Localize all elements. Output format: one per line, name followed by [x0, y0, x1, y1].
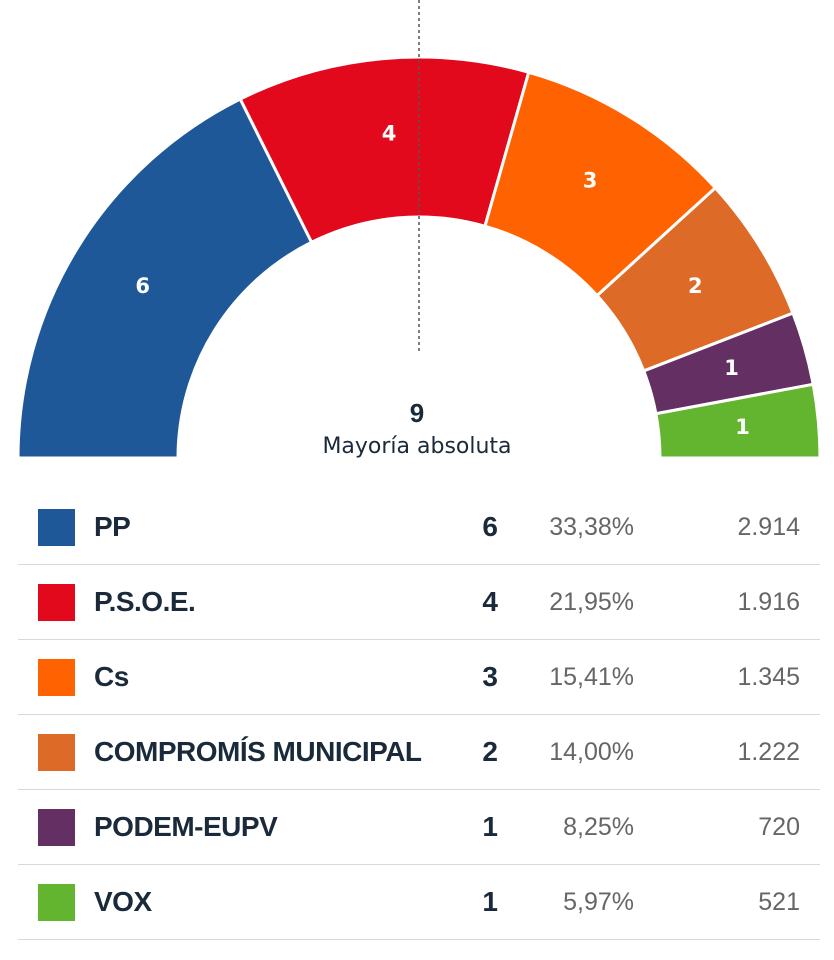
- segment-label: 2: [688, 274, 703, 298]
- vote-count: 521: [758, 888, 800, 916]
- seat-count: 4: [482, 586, 498, 617]
- color-swatch: [38, 884, 75, 921]
- seat-count: 6: [482, 511, 498, 542]
- vote-percentage: 21,95%: [549, 588, 634, 616]
- seat-count: 1: [482, 886, 498, 917]
- party-name: Cs: [94, 661, 129, 692]
- party-name: COMPROMÍS MUNICIPAL: [94, 736, 422, 767]
- vote-count: 2.914: [737, 513, 800, 541]
- segment-label: 1: [735, 415, 750, 439]
- color-swatch: [38, 659, 75, 696]
- vote-count: 1.916: [737, 588, 800, 616]
- segment-label: 1: [724, 356, 739, 380]
- seat-segment: [16, 97, 314, 460]
- vote-count: 1.222: [737, 738, 800, 766]
- results-legend: PP 6 33,38% 2.914 P.S.O.E. 4 21,95% 1.91…: [18, 490, 820, 940]
- vote-percentage: 8,25%: [563, 813, 634, 841]
- legend-row: VOX 1 5,97% 521: [18, 865, 820, 940]
- seat-segment: [654, 382, 822, 460]
- color-swatch: [38, 734, 75, 771]
- color-swatch: [38, 584, 75, 621]
- segment-label: 4: [382, 121, 397, 145]
- seat-count: 3: [482, 661, 498, 692]
- seat-count: 1: [482, 811, 498, 842]
- party-name: PODEM-EUPV: [94, 811, 278, 842]
- segment-label: 6: [135, 274, 150, 298]
- legend-row: PODEM-EUPV 1 8,25% 720: [18, 790, 820, 865]
- vote-percentage: 5,97%: [563, 888, 634, 916]
- majority-value: 9: [409, 398, 425, 428]
- legend-row: COMPROMÍS MUNICIPAL 2 14,00% 1.222: [18, 715, 820, 790]
- color-swatch: [38, 809, 75, 846]
- parliament-chart: 6 4 3 2 1 1: [16, 0, 822, 460]
- color-swatch: [38, 509, 75, 546]
- party-name: PP: [94, 511, 131, 542]
- vote-percentage: 14,00%: [549, 738, 634, 766]
- legend-row: PP 6 33,38% 2.914: [18, 490, 820, 565]
- legend-row: Cs 3 15,41% 1.345: [18, 640, 820, 715]
- vote-count: 720: [758, 813, 800, 841]
- party-name: P.S.O.E.: [94, 586, 196, 617]
- vote-percentage: 33,38%: [549, 513, 634, 541]
- seat-segments: 6 4 3 2 1 1: [16, 55, 822, 460]
- seat-count: 2: [482, 736, 498, 767]
- majority-label: Mayoría absoluta: [322, 434, 512, 459]
- segment-label: 3: [583, 169, 598, 193]
- legend-row: P.S.O.E. 4 21,95% 1.916: [18, 565, 820, 640]
- vote-count: 1.345: [737, 663, 800, 691]
- party-name: VOX: [94, 886, 152, 917]
- vote-percentage: 15,41%: [549, 663, 634, 691]
